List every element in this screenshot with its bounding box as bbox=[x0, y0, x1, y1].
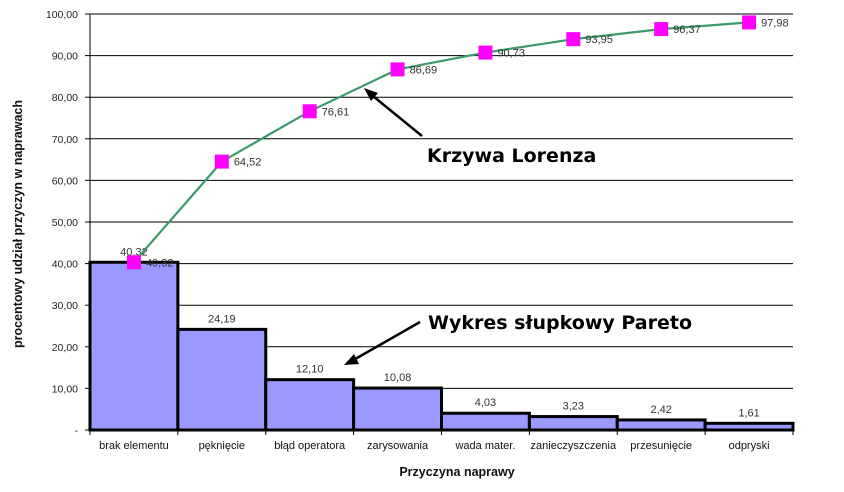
y-tick-label: 60,00 bbox=[52, 175, 78, 187]
y-tick-label: 10,00 bbox=[52, 383, 78, 395]
category-label: odpryski bbox=[729, 440, 770, 452]
bar-value-label: 24,19 bbox=[208, 313, 236, 325]
annotation-pareto: Wykres słupkowy Pareto bbox=[344, 312, 692, 365]
x-axis-title: Przyczyna naprawy bbox=[399, 465, 514, 479]
line-marker bbox=[302, 104, 317, 119]
lorenz-curve-series bbox=[126, 15, 757, 270]
bar-value-label: 4,03 bbox=[475, 397, 496, 409]
annotation-lorenz-text: Krzywa Lorenza bbox=[427, 145, 596, 167]
bar-data-labels: 40,32 24,19 12,10 10,08 4,03 3,23 2,42 1,61 bbox=[120, 246, 760, 419]
annotation-lorenz-arrow bbox=[367, 91, 423, 137]
line-marker bbox=[478, 45, 493, 60]
annotation-lorenz-arrowhead bbox=[364, 88, 378, 101]
line-value-label: 86,69 bbox=[410, 64, 438, 76]
category-label: brak elementu bbox=[99, 440, 169, 452]
axes bbox=[89, 14, 794, 435]
line-marker bbox=[390, 62, 405, 77]
line-value-label: 96,37 bbox=[673, 24, 701, 36]
y-axis-title: procentowy udział przyczyn w naprawach bbox=[11, 100, 25, 348]
bar bbox=[264, 378, 356, 432]
bar-series bbox=[88, 260, 795, 432]
lorenz-line-path bbox=[133, 21, 750, 263]
bar bbox=[176, 327, 268, 432]
line-value-label: 93,95 bbox=[585, 34, 613, 46]
bar-value-label: 1,61 bbox=[738, 407, 759, 419]
line-value-label: 90,73 bbox=[497, 48, 525, 60]
category-label: wada mater. bbox=[454, 440, 515, 452]
bar-value-label: 12,10 bbox=[296, 364, 324, 376]
bar bbox=[703, 421, 795, 432]
bar-value-label: 3,23 bbox=[563, 401, 584, 413]
bar bbox=[527, 415, 619, 432]
bar bbox=[88, 260, 180, 432]
line-value-label: 97,98 bbox=[761, 17, 789, 29]
annotation-pareto-arrowhead bbox=[344, 354, 359, 365]
line-marker bbox=[742, 15, 757, 30]
y-tick-label: 20,00 bbox=[52, 342, 78, 354]
line-marker bbox=[566, 32, 581, 47]
bar-value-label: 2,42 bbox=[650, 404, 671, 416]
category-label: przesunięcie bbox=[630, 440, 692, 452]
x-axis-categories: brak elementu pęknięcie błąd operatora zary… bbox=[99, 440, 769, 452]
y-tick-label: 30,00 bbox=[52, 300, 78, 312]
line-value-label: 76,61 bbox=[322, 106, 350, 118]
y-axis-ticks: - 10,00 20,00 30,00 40,00 50,00 60,00 70,00 80,0… bbox=[46, 9, 90, 437]
y-tick-label: 70,00 bbox=[52, 134, 78, 146]
line-marker bbox=[214, 154, 229, 169]
annotation-lorenz: Krzywa Lorenza bbox=[364, 88, 596, 167]
bar bbox=[440, 411, 531, 432]
y-tick-label: - bbox=[75, 425, 79, 437]
y-tick-label: 40,00 bbox=[52, 259, 78, 271]
category-label: pęknięcie bbox=[199, 440, 245, 452]
annotation-pareto-arrow bbox=[349, 320, 421, 364]
line-value-label: 40,32 bbox=[146, 257, 174, 269]
y-tick-label: 100,00 bbox=[46, 9, 78, 21]
line-marker bbox=[126, 255, 141, 270]
category-label: błąd operatora bbox=[274, 440, 346, 452]
line-value-label: 64,52 bbox=[234, 157, 262, 169]
line-data-labels: 40,32 64,52 76,61 86,69 90,73 93,95 96,37 97,98 bbox=[146, 17, 789, 269]
y-tick-label: 50,00 bbox=[52, 217, 78, 229]
bar bbox=[615, 418, 707, 432]
category-label: zarysowania bbox=[367, 440, 429, 452]
annotation-pareto-text: Wykres słupkowy Pareto bbox=[428, 312, 692, 334]
y-tick-label: 80,00 bbox=[52, 92, 78, 104]
line-marker bbox=[654, 22, 669, 37]
y-tick-label: 90,00 bbox=[52, 51, 78, 63]
bar bbox=[352, 386, 443, 432]
bar-value-label: 10,08 bbox=[384, 372, 412, 384]
category-label: zanieczyszczenia bbox=[531, 440, 617, 452]
